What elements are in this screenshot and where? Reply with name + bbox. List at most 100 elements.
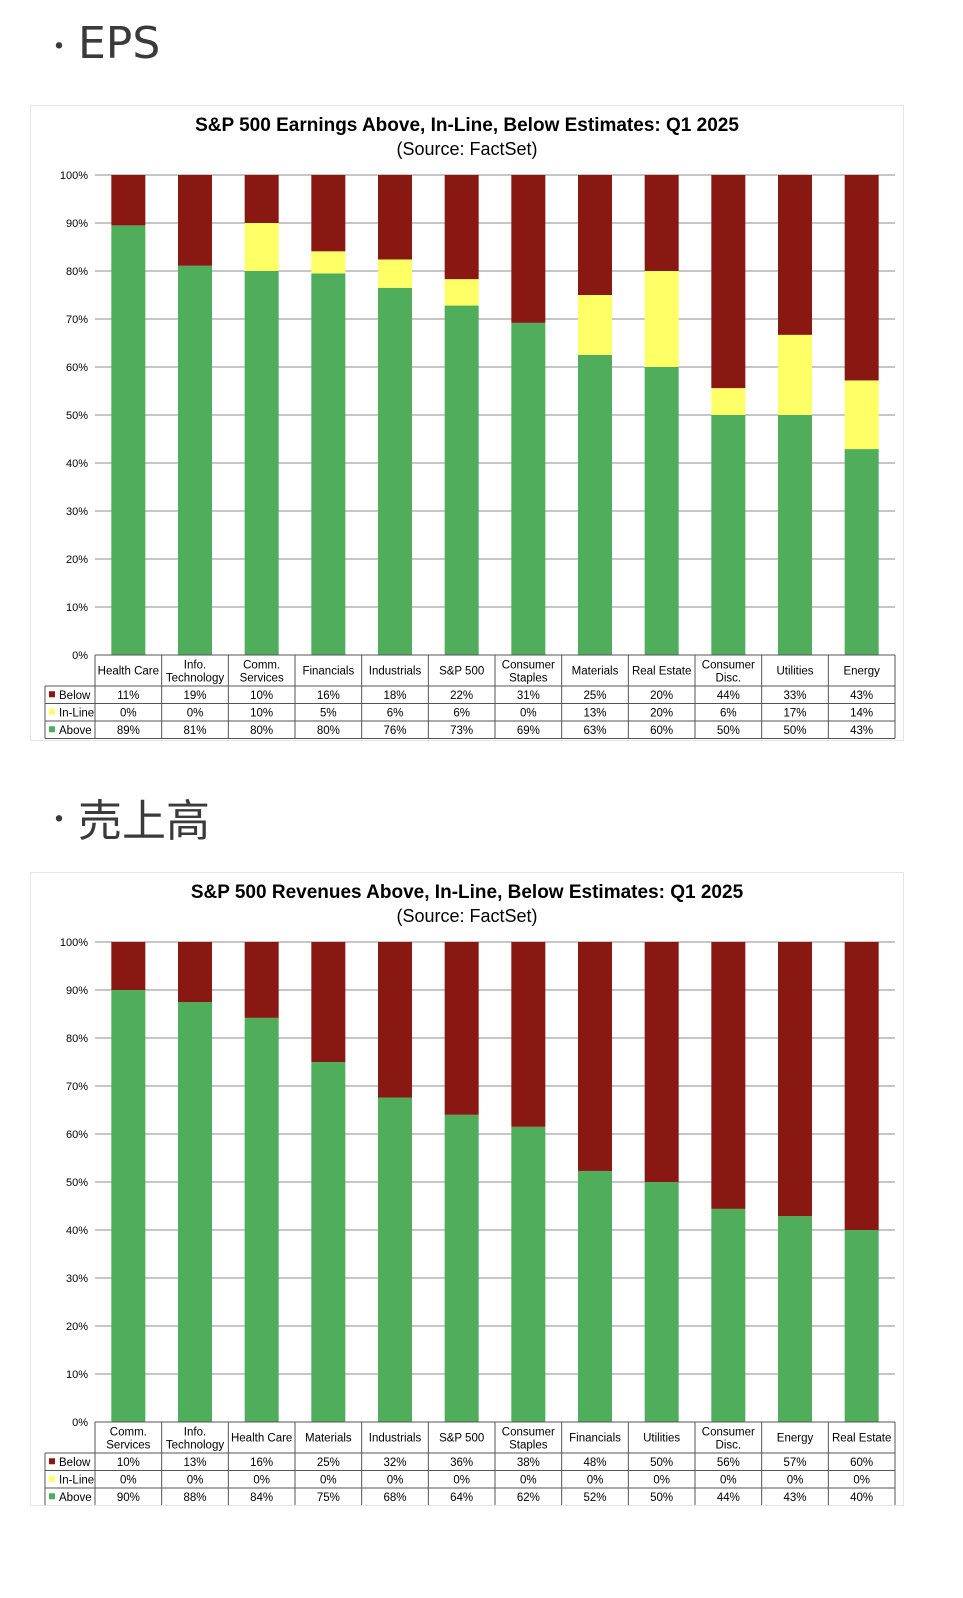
revenue-data-label: 36%: [450, 1457, 473, 1469]
revenue-data-label: 90%: [117, 1492, 140, 1504]
revenue-data-label: 60%: [850, 1457, 873, 1469]
eps-legend-key: [49, 708, 55, 715]
revenue-chart-subtitle: (Source: FactSet): [396, 906, 537, 926]
revenue-y-tick-label: 10%: [66, 1369, 88, 1381]
revenue-data-label: 0%: [720, 1474, 737, 1486]
revenue-y-tick-label: 30%: [66, 1273, 88, 1285]
revenue-bar-above: [578, 1170, 612, 1422]
eps-y-tick-label: 30%: [66, 506, 88, 518]
eps-chart-subtitle: (Source: FactSet): [396, 139, 537, 159]
eps-legend-label: Above: [59, 725, 92, 737]
eps-bar-inline: [711, 388, 746, 415]
revenue-data-label: 62%: [517, 1492, 540, 1504]
eps-bar-above: [511, 322, 546, 655]
eps-bar-below: [578, 175, 612, 295]
eps-bar-below: [644, 175, 679, 271]
revenue-category-label: Services: [106, 1440, 150, 1452]
section-title: EPS: [78, 18, 161, 69]
eps-legend-key: [49, 691, 55, 698]
eps-bar-inline: [844, 380, 879, 450]
revenue-y-tick-label: 80%: [66, 1033, 88, 1045]
eps-bar-below: [444, 175, 479, 280]
section-heading-eps: ・EPS: [44, 18, 160, 69]
eps-data-label: 20%: [650, 690, 673, 702]
eps-data-label: 6%: [453, 707, 470, 719]
revenue-category-label: Consumer: [502, 1427, 555, 1439]
revenue-data-label: 0%: [787, 1474, 804, 1486]
eps-y-tick-label: 20%: [66, 554, 88, 566]
eps-data-label: 43%: [850, 725, 873, 737]
revenue-bar-above: [711, 1208, 746, 1422]
revenue-category-label: Industrials: [369, 1433, 422, 1445]
eps-y-tick-label: 0%: [72, 650, 88, 662]
revenue-bar-below: [378, 942, 412, 1098]
revenue-chart: S&P 500 Revenues Above, In-Line, Below E…: [44, 882, 896, 1505]
eps-legend-label: Below: [59, 690, 91, 702]
revenue-bar-above: [244, 1017, 279, 1422]
revenue-category-label: Disc.: [716, 1440, 742, 1452]
revenue-category-label: Health Care: [231, 1433, 292, 1445]
eps-legend-key: [49, 726, 55, 733]
eps-y-tick-label: 80%: [66, 266, 88, 278]
revenue-data-label: 50%: [650, 1457, 673, 1469]
eps-data-label: 81%: [183, 725, 206, 737]
revenue-bar-above: [378, 1097, 412, 1422]
section-title: 売上高: [78, 796, 210, 847]
revenue-bar-above: [111, 990, 146, 1422]
revenue-bar-below: [578, 942, 612, 1171]
eps-bar-below: [711, 175, 746, 389]
revenue-legend-key: [49, 1493, 55, 1500]
eps-y-tick-label: 10%: [66, 602, 88, 614]
eps-data-label: 13%: [583, 707, 606, 719]
eps-bar-inline: [244, 223, 279, 271]
eps-data-label: 10%: [250, 690, 273, 702]
eps-bar-inline: [578, 295, 612, 355]
revenue-data-label: 0%: [520, 1474, 537, 1486]
eps-data-label: 0%: [520, 707, 537, 719]
revenue-bar-below: [244, 942, 279, 1018]
revenue-legend-key: [49, 1475, 55, 1482]
revenue-data-label: 43%: [783, 1492, 806, 1504]
bullet-icon: ・: [44, 29, 74, 65]
eps-data-label: 6%: [720, 707, 737, 719]
eps-data-label: 22%: [450, 690, 473, 702]
revenue-data-label: 32%: [383, 1457, 406, 1469]
revenue-bar-above: [778, 1216, 812, 1422]
section-heading-revenue: ・売上高: [44, 785, 210, 849]
revenue-bar-below: [311, 942, 346, 1062]
eps-data-label: 19%: [183, 690, 206, 702]
eps-data-label: 73%: [450, 725, 473, 737]
eps-bar-below: [778, 175, 812, 335]
eps-bar-above: [711, 415, 746, 655]
eps-bar-inline: [378, 259, 412, 288]
revenue-data-label: 48%: [583, 1457, 606, 1469]
revenue-data-label: 13%: [183, 1457, 206, 1469]
revenue-category-label: Staples: [509, 1440, 548, 1452]
eps-category-label: Info.: [184, 660, 206, 672]
revenue-category-label: Financials: [569, 1433, 621, 1445]
eps-data-label: 14%: [850, 707, 873, 719]
revenue-data-label: 0%: [853, 1474, 870, 1486]
revenue-data-table: Comm.Services Info.Technology Health Care M…: [44, 1421, 896, 1505]
eps-category-label: S&P 500: [439, 666, 484, 678]
eps-y-tick-label: 50%: [66, 410, 88, 422]
eps-data-label: 80%: [250, 725, 273, 737]
revenue-category-label: Energy: [777, 1433, 814, 1445]
revenue-legend-label: Below: [59, 1457, 91, 1469]
eps-bar-below: [844, 175, 879, 381]
eps-bar-below: [378, 175, 412, 260]
eps-category-label: Consumer: [502, 660, 555, 672]
eps-y-tick-label: 40%: [66, 458, 88, 470]
eps-y-tick-label: 70%: [66, 314, 88, 326]
revenue-y-tick-label: 20%: [66, 1321, 88, 1333]
eps-data-label: 43%: [850, 690, 873, 702]
eps-bar-above: [778, 415, 812, 655]
eps-data-label: 18%: [383, 690, 406, 702]
revenue-data-label: 16%: [250, 1457, 273, 1469]
eps-data-label: 50%: [717, 725, 740, 737]
eps-category-label: Staples: [509, 673, 548, 685]
revenue-legend-label: Above: [59, 1492, 92, 1504]
revenue-category-label: Info.: [184, 1427, 206, 1439]
eps-category-label: Comm.: [243, 660, 280, 672]
revenue-data-label: 0%: [587, 1474, 604, 1486]
